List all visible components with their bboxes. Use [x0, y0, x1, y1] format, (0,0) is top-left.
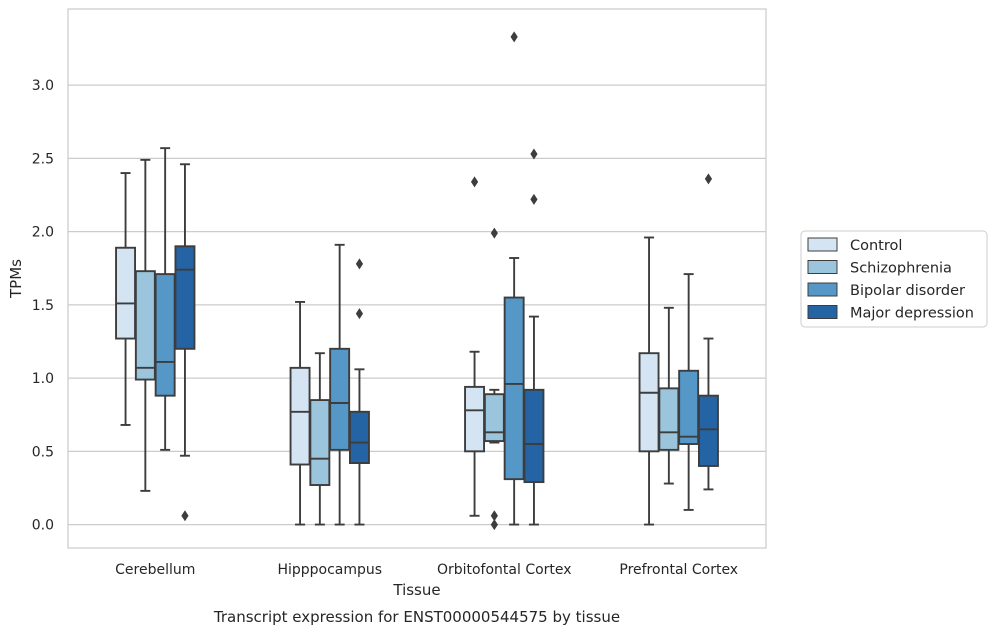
box-control: [289, 300, 311, 526]
y-tick-label: 0.0: [32, 518, 54, 534]
box-body: [523, 388, 545, 484]
legend-label: Schizophrenia: [850, 261, 952, 277]
box-body: [289, 366, 311, 466]
outlier-point: [470, 176, 479, 188]
box-body: [658, 387, 680, 451]
box-body: [483, 393, 505, 443]
box-schizophrenia: [309, 352, 331, 526]
legend-label: Major depression: [850, 306, 974, 322]
legend-swatch: [807, 282, 838, 297]
x-axis-ticks: Cerebellum Hipppocampus Orbitofontal Corte…: [115, 562, 738, 578]
box-schizophrenia: [658, 306, 680, 485]
y-tick-label: 1.0: [32, 371, 54, 387]
box-body: [115, 246, 137, 340]
y-tick-label: 2.0: [32, 225, 54, 241]
box-body: [503, 296, 525, 481]
box-body: [678, 369, 700, 445]
box-control: [638, 236, 660, 526]
box-major-depression: [698, 173, 719, 491]
legend-label: Control: [850, 238, 902, 254]
legend-swatch: [807, 237, 838, 252]
box-body: [134, 270, 156, 381]
box-body: [698, 394, 719, 467]
x-tick-label: Prefrontal Cortex: [619, 562, 738, 578]
outlier-point: [490, 227, 498, 239]
legend: Control Schizophrenia Bipolar disorder Majo…: [800, 230, 988, 328]
y-axis-ticks: 0.0 0.5 1.0 1.5 2.0 2.5 3.0: [32, 78, 54, 533]
y-tick-label: 0.5: [32, 444, 54, 460]
legend-swatch: [807, 260, 838, 274]
y-tick-label: 1.5: [32, 298, 54, 314]
outlier-point: [704, 173, 713, 185]
box-bipolar-disorder: [503, 31, 525, 526]
box-major-depression: [349, 258, 370, 526]
figure-caption: Transcript expression for ENST0000054457…: [213, 608, 620, 626]
y-tick-label: 3.0: [32, 78, 54, 94]
box-body: [154, 273, 176, 397]
box-body: [638, 352, 660, 453]
box-body: [329, 347, 351, 451]
box-schizophrenia: [483, 227, 505, 531]
legend-swatch: [807, 305, 838, 319]
outlier-point: [355, 258, 364, 270]
box-bipolar-disorder: [329, 243, 351, 526]
x-tick-label: Orbitofontal Cortex: [437, 562, 572, 578]
outlier-point: [355, 308, 364, 320]
box-major-depression: [174, 163, 196, 522]
box-body: [464, 385, 485, 453]
box-major-depression: [523, 148, 545, 526]
box-body: [349, 410, 370, 464]
box-body: [309, 399, 331, 486]
legend-frame: [800, 230, 988, 328]
outlier-point: [490, 519, 498, 531]
x-axis-label: Tissue: [392, 581, 440, 599]
outlier-point: [181, 510, 189, 522]
x-tick-label: Cerebellum: [115, 562, 195, 578]
x-tick-label: Hipppocampus: [277, 562, 382, 578]
y-axis-label: TPMs: [7, 259, 25, 299]
y-tick-label: 2.5: [32, 151, 54, 167]
box-body: [174, 245, 196, 350]
boxes-layer: [115, 31, 719, 531]
legend-label: Bipolar disorder: [850, 283, 965, 299]
outlier-point: [510, 31, 518, 43]
outlier-point: [530, 193, 538, 205]
outlier-point: [530, 148, 538, 160]
outlier-point: [490, 510, 498, 522]
